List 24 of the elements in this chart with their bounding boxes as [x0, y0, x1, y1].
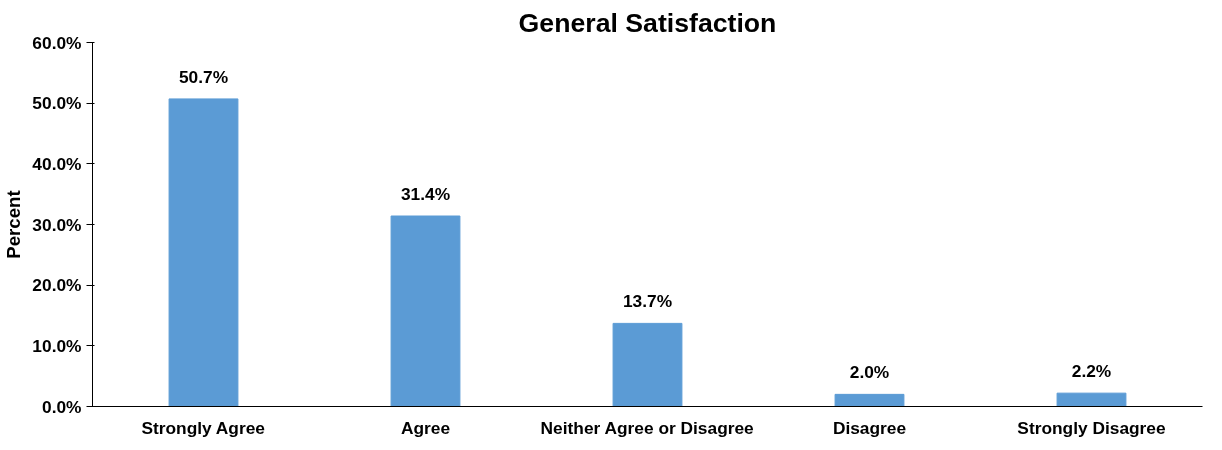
x-tick-label: Strongly Agree	[141, 417, 266, 438]
y-tick-label: 30.0%	[32, 214, 82, 235]
bar	[1056, 392, 1127, 407]
x-tick-label: Disagree	[832, 417, 907, 438]
bar	[168, 98, 239, 407]
y-tick-label: 0.0%	[42, 396, 82, 417]
x-tick-label: Agree	[400, 417, 451, 438]
data-label: 31.4%	[400, 184, 451, 205]
data-label: 2.2%	[1071, 361, 1112, 382]
y-tick-label: 60.0%	[32, 32, 82, 53]
x-tick-label: Neither Agree or Disagree	[540, 417, 755, 438]
data-label: 2.0%	[849, 362, 890, 383]
bar	[612, 322, 683, 407]
y-tick-label: 40.0%	[32, 153, 82, 174]
y-tick-label: 50.0%	[32, 93, 82, 114]
data-label: 50.7%	[178, 66, 229, 87]
bar	[390, 215, 461, 407]
y-tick-label: 20.0%	[32, 275, 82, 296]
bar	[834, 393, 905, 407]
x-tick-label: Strongly Disagree	[1017, 417, 1167, 438]
data-label: 13.7%	[622, 291, 673, 312]
chart-title: General Satisfaction	[518, 7, 777, 38]
y-tick-label: 10.0%	[32, 335, 82, 356]
y-axis-title: Percent	[3, 190, 25, 259]
